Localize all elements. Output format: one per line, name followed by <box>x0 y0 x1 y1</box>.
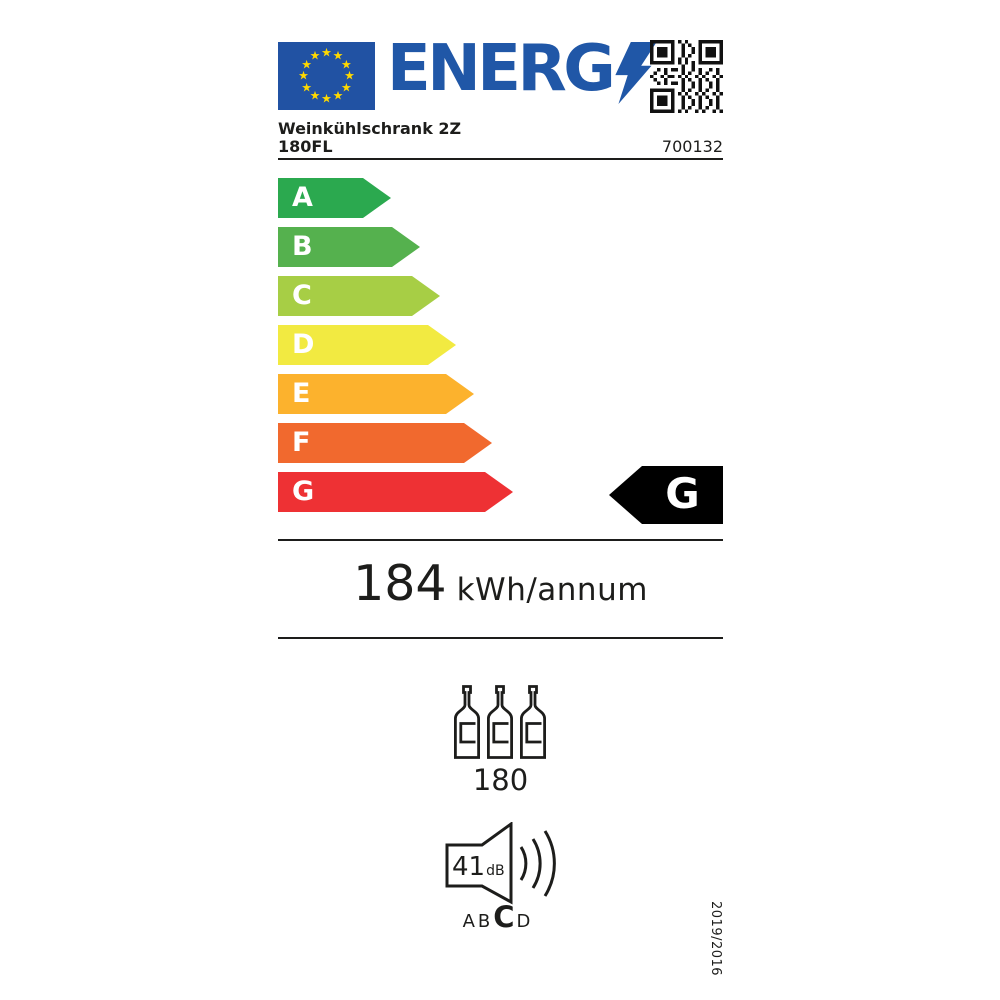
star-icon: ★ <box>301 80 312 95</box>
product-code: 700132 <box>661 137 723 156</box>
divider-header <box>278 158 723 160</box>
eu-flag: ★ ★ ★ ★ ★ ★ ★ ★ ★ ★ ★ ★ <box>278 42 375 110</box>
noise-unit: dB <box>486 863 505 879</box>
class-letter: D <box>292 329 315 360</box>
class-letter: F <box>292 427 311 458</box>
regulation-number: 2019/2016 <box>708 901 723 977</box>
star-icon: ★ <box>321 45 332 60</box>
qr-code <box>650 40 723 113</box>
star-icon: ★ <box>298 68 309 83</box>
energy-class-arrow-c: C <box>278 276 513 316</box>
noise-level: 41 dB <box>452 852 505 882</box>
product-name-line1: Weinkühlschrank 2Z <box>278 119 462 138</box>
star-icon: ★ <box>309 48 321 63</box>
arrow-tip <box>485 472 513 512</box>
noise-value: 41 <box>452 852 486 882</box>
lightning-bolt-icon <box>615 42 657 104</box>
star-icon: ★ <box>332 88 344 103</box>
energ-logo: ENERG <box>387 36 657 104</box>
class-letter: C <box>292 280 312 311</box>
energy-class-arrow-a: A <box>278 178 513 218</box>
class-letter: A <box>292 182 313 213</box>
noise-class-c: C <box>493 900 515 934</box>
energy-unit: kWh/annum <box>456 572 648 608</box>
noise-class-a: A <box>462 911 476 932</box>
energy-class-arrow-b: B <box>278 227 513 267</box>
energy-class-arrow-g: G <box>278 472 513 512</box>
arrow-tip <box>363 178 391 218</box>
arrow-tip <box>446 374 474 414</box>
class-letter: G <box>292 476 315 507</box>
wine-bottles-icon <box>454 685 546 759</box>
current-class-indicator: G <box>609 466 723 524</box>
annual-energy-consumption: 184 kWh/annum <box>278 556 723 612</box>
energy-value: 184 <box>353 555 447 612</box>
bottle-capacity-value: 180 <box>472 763 529 797</box>
energ-logo-text: ENERG <box>387 32 616 106</box>
arrow-tip <box>464 423 492 463</box>
arrow-tip <box>392 227 420 267</box>
arrow-tip <box>428 325 456 365</box>
product-name-line2: 180FL <box>278 137 333 156</box>
speaker-sound-icon <box>445 822 556 905</box>
energy-class-arrow-f: F <box>278 423 513 463</box>
divider-scale <box>278 539 723 541</box>
noise-class-b: B <box>477 911 492 932</box>
star-icon: ★ <box>301 57 312 72</box>
product-name: Weinkühlschrank 2Z 180FL <box>278 120 461 156</box>
energy-class-scale: A B C D E F G <box>278 178 513 521</box>
current-class-letter: G <box>665 468 700 518</box>
noise-class-scale: A B C D <box>278 900 716 934</box>
star-icon: ★ <box>321 91 332 106</box>
arrow-tip <box>412 276 440 316</box>
star-icon: ★ <box>344 68 355 83</box>
energy-class-arrow-d: D <box>278 325 513 365</box>
divider-energy <box>278 637 723 639</box>
class-letter: E <box>292 378 311 409</box>
class-letter: B <box>292 231 313 262</box>
star-icon: ★ <box>341 80 352 95</box>
energy-class-arrow-e: E <box>278 374 513 414</box>
current-class-arrow-shape <box>609 466 723 524</box>
star-icon: ★ <box>309 88 321 103</box>
noise-class-d: D <box>516 911 532 932</box>
star-icon: ★ <box>332 48 344 63</box>
star-icon: ★ <box>341 57 352 72</box>
